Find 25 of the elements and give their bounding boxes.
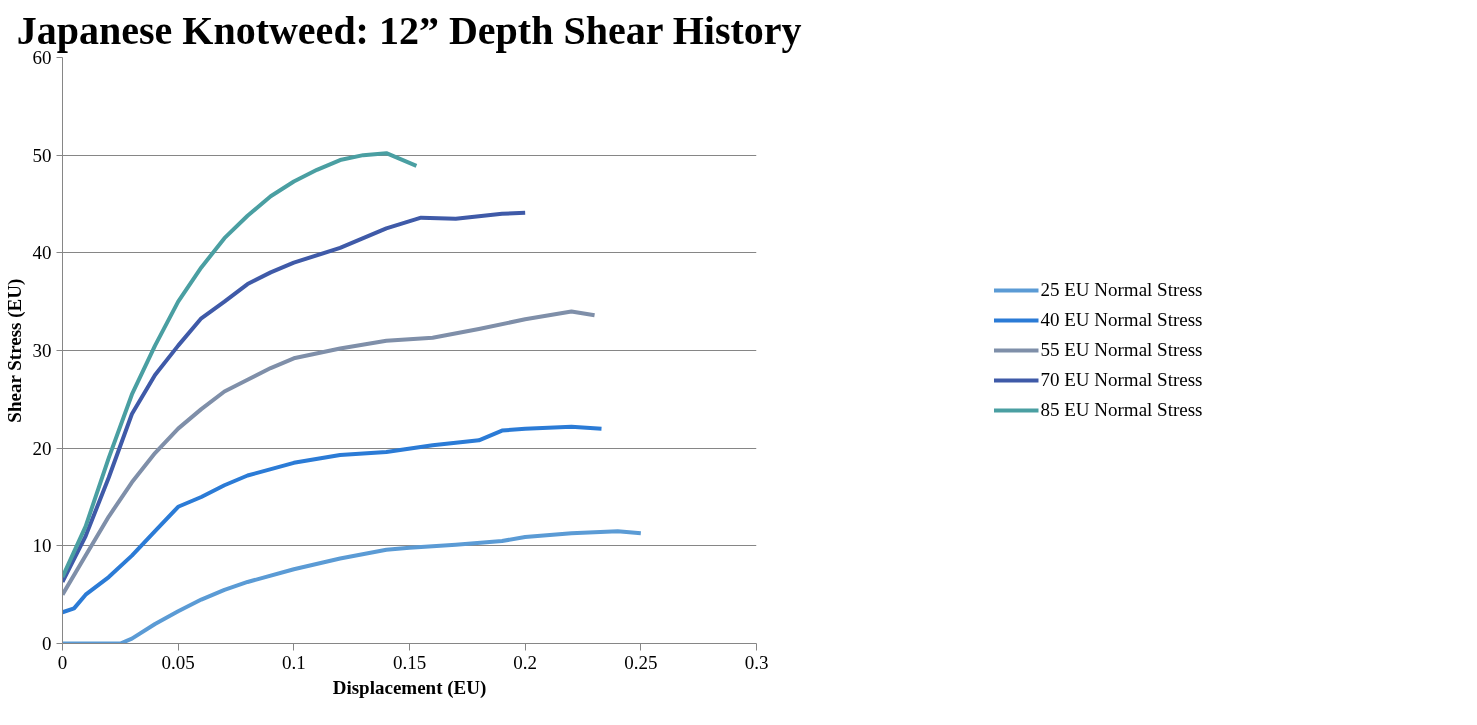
line-series [62,529,643,644]
legend-label: 70 EU Normal Stress [1040,369,1203,391]
line-series [62,309,597,597]
x-tick-label: 0.2 [513,651,538,673]
y-tick-label: 0 [42,633,52,654]
y-tick-label: 50 [32,144,52,166]
y-tick-label: 30 [32,340,52,361]
y-tick-label: 40 [32,242,52,264]
x-tick-label: 0 [57,651,68,673]
line-series [62,210,528,584]
x-tick-label: 0.15 [392,651,427,673]
x-axis-title: Displacement (EU) [332,676,487,699]
x-tick-label: 0.25 [624,651,658,673]
y-axis-title: Shear Stress (EU) [3,278,26,423]
x-tick-label: 0.3 [744,651,769,673]
legend-label: 55 EU Normal Stress [1040,339,1203,361]
line-series [62,424,604,615]
x-tick-label: 0.1 [281,651,306,673]
legend-label: 85 EU Normal Stress [1040,399,1203,421]
y-tick-label: 20 [32,437,52,459]
legend-label: 25 EU Normal Stress [1040,279,1203,301]
x-tick-label: 0.05 [161,651,195,673]
y-tick-label: 10 [32,535,52,557]
line-series [62,151,419,580]
legend-label: 40 EU Normal Stress [1040,309,1203,331]
